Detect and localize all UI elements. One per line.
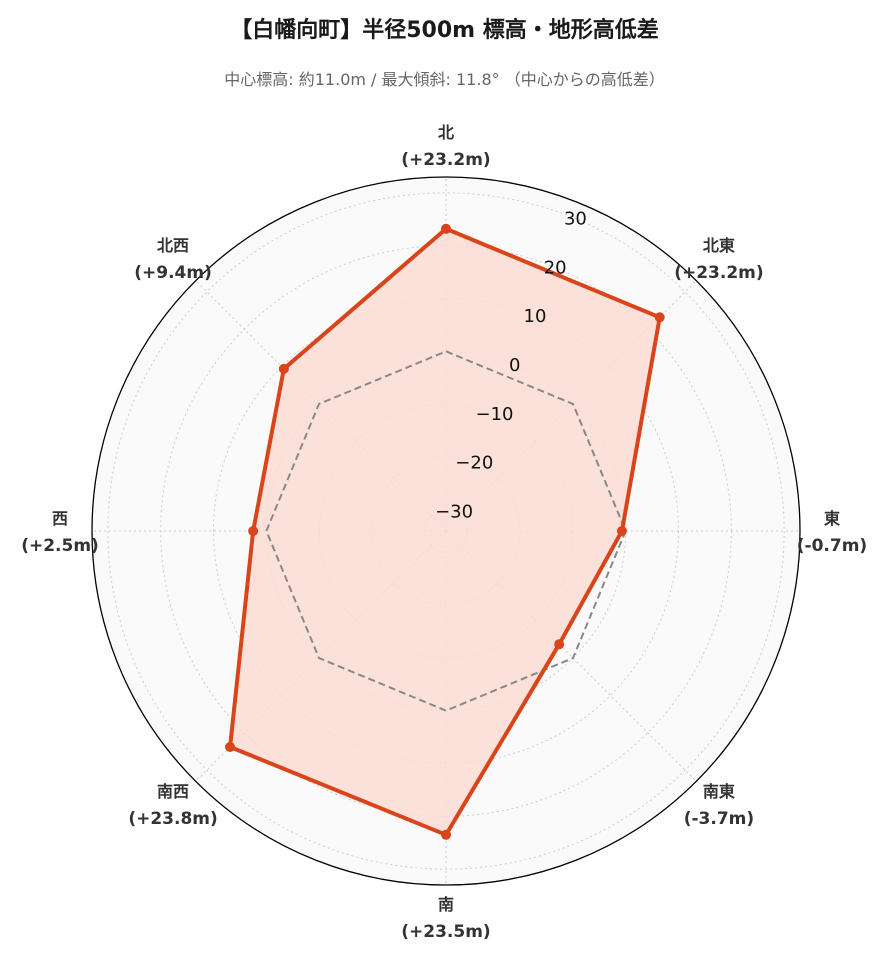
direction-value-7: (+9.4m)	[134, 263, 212, 283]
r-tick-label-0: −30	[435, 501, 473, 522]
r-tick-label-2: −10	[476, 404, 514, 425]
polar-frame	[91, 176, 801, 886]
grid-spoke-3	[445, 530, 697, 782]
direction-label-7: 北西	[157, 236, 189, 255]
direction-label-2: 東	[824, 509, 840, 528]
chart-title: 【白幡向町】半径500m 標高・地形高低差	[230, 18, 659, 43]
data-point-3	[554, 639, 565, 650]
direction-label-3: 南東	[703, 782, 735, 801]
r-tick-label-1: −20	[455, 453, 493, 474]
r-tick-label-3: 0	[509, 355, 520, 376]
data-point-7	[278, 363, 289, 374]
direction-value-4: (+23.5m)	[401, 922, 490, 942]
data-point-5	[225, 741, 236, 752]
direction-label-1: 北東	[703, 236, 735, 255]
direction-value-3: (-3.7m)	[684, 809, 754, 829]
r-tick-label-6: 30	[564, 209, 587, 230]
grid-ring-6	[107, 192, 785, 870]
chart-subtitle: 中心標高: 約11.0m / 最大傾斜: 11.8° （中心からの高低差）	[224, 70, 665, 89]
direction-label-4: 南	[438, 895, 454, 914]
direction-value-5: (+23.8m)	[128, 809, 217, 829]
r-tick-label-5: 20	[544, 257, 567, 278]
direction-value-1: (+23.2m)	[674, 263, 763, 283]
direction-label-0: 北	[438, 123, 454, 142]
data-point-6	[248, 526, 259, 536]
direction-label-6: 西	[52, 509, 68, 528]
data-point-1	[654, 312, 665, 323]
data-point-4	[441, 829, 451, 840]
baseline-polygon	[265, 350, 627, 712]
r-tick-label-4: 10	[524, 306, 547, 327]
series-area	[230, 228, 660, 835]
direction-value-0: (+23.2m)	[401, 150, 490, 170]
direction-label-5: 南西	[157, 782, 189, 801]
data-point-0	[441, 223, 451, 234]
direction-value-2: (-0.7m)	[797, 536, 867, 556]
data-point-2	[616, 526, 627, 536]
direction-value-6: (+2.5m)	[21, 536, 99, 556]
